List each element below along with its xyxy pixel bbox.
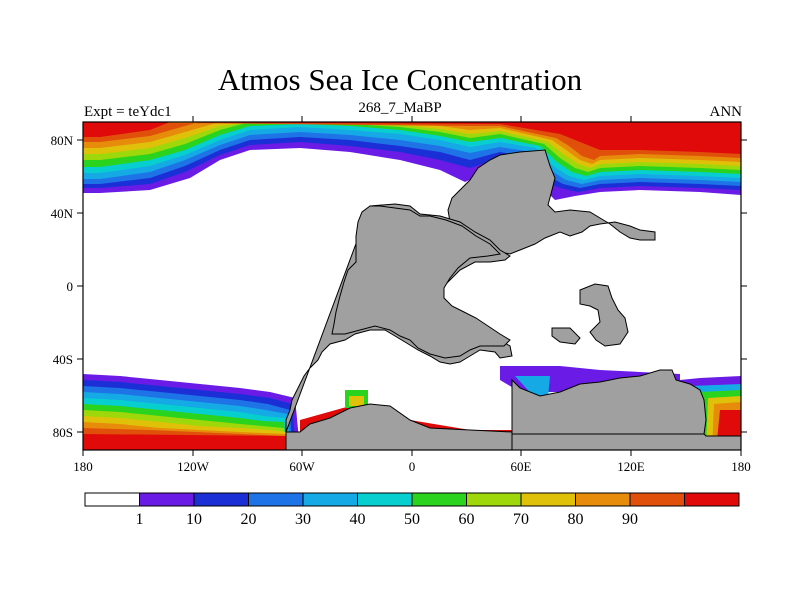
colorbar-swatch [302,492,358,507]
colorbar-swatch [520,492,576,507]
lon-tick-label: 60E [511,459,532,474]
lat-tick-label: 40N [51,206,74,221]
experiment-label: Expt = teYdc1 [84,104,172,120]
lat-tick-label: 80S [53,425,73,440]
colorbar [84,492,740,507]
colorbar-swatch [139,492,195,507]
colorbar-level-label: 70 [513,511,529,528]
colorbar-swatch [575,492,631,507]
lon-tick-label: 120W [177,459,210,474]
lon-tick-label: 180 [731,459,751,474]
colorbar-level-label: 30 [295,511,311,528]
colorbar-level-label: 90 [622,511,638,528]
colorbar-level-label: 10 [186,511,202,528]
colorbar-swatch [684,492,740,507]
colorbar-swatch [411,492,467,507]
lon-tick-label: 180 [73,459,93,474]
north-ice-field [83,122,741,200]
map-area [83,122,741,450]
season-label: ANN [709,104,743,120]
colorbar-swatch [357,492,413,507]
lat-tick-label: 40S [53,352,73,367]
map-title: Atmos Sea Ice Concentration [217,62,583,97]
map-subtitle: 268_7_MaBP [358,100,442,116]
colorbar-level-label: 40 [350,511,366,528]
colorbar-swatch [629,492,685,507]
colorbar-level-label: 80 [568,511,584,528]
lat-tick-label: 0 [67,279,74,294]
lat-tick-label: 80N [51,133,74,148]
lon-tick-label: 0 [409,459,416,474]
colorbar-swatch [466,492,522,507]
colorbar-swatch [84,492,140,507]
lon-tick-label: 60W [289,459,315,474]
colorbar-swatch [193,492,249,507]
colorbar-level-label: 20 [241,511,257,528]
land-masses [285,149,741,450]
lon-tick-label: 120E [617,459,645,474]
colorbar-level-label: 50 [404,511,420,528]
map-ticks [77,116,747,456]
colorbar-labels: 1 10 20 30 40 50 60 70 80 90 [136,511,639,528]
colorbar-level-label: 1 [136,511,144,528]
colorbar-swatch [248,492,304,507]
colorbar-level-label: 60 [459,511,475,528]
